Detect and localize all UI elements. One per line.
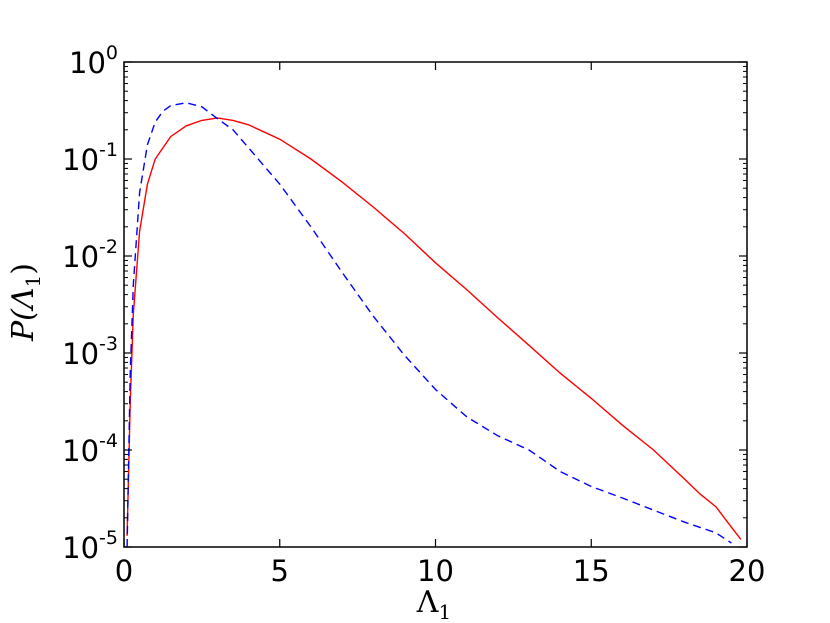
y-tick-label: 100: [69, 42, 118, 80]
series-layer: [126, 102, 742, 548]
label-layer: 0 5 10 15 20 100 10-1 10-2 10-3 10-4 10-5: [62, 42, 765, 588]
y-tick-label: 10-1: [62, 139, 118, 177]
x-axis-title: Λ1: [416, 585, 451, 623]
x-tick-label: 0: [115, 554, 133, 588]
x-tick-label: 5: [271, 554, 289, 588]
x-tick-label: 10: [417, 554, 454, 588]
y-tick-label: 10-4: [62, 430, 118, 468]
series-line-2: [126, 102, 732, 548]
series-line-1: [126, 117, 742, 540]
y-tick-label: 10-5: [62, 527, 118, 565]
y-axis-title: P(Λ1): [6, 263, 45, 342]
x-tick-label: 15: [573, 554, 610, 588]
x-tick-label: 20: [729, 554, 766, 588]
tick-layer: [123, 61, 748, 548]
y-tick-label: 10-2: [62, 236, 118, 274]
plot-area: [124, 62, 747, 547]
y-tick-label: 10-3: [62, 333, 118, 371]
